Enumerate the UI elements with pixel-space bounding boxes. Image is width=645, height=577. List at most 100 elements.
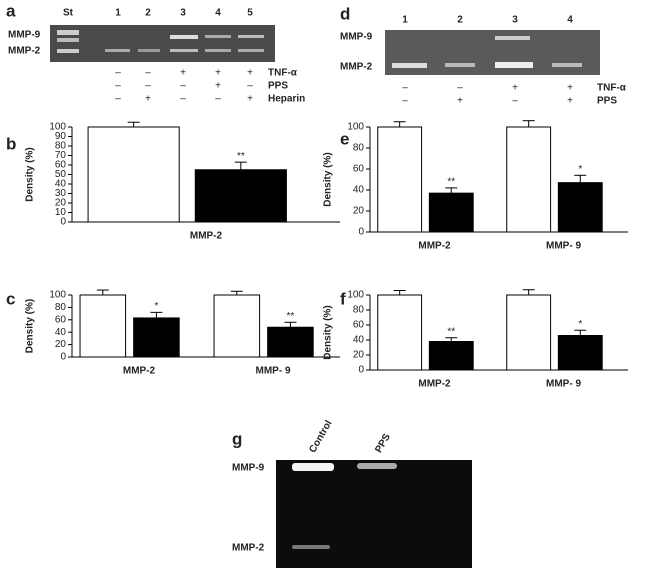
- treatment-sign: +: [457, 96, 463, 107]
- y-tick-label: 50: [55, 169, 67, 180]
- y-tick-label: 40: [353, 185, 365, 196]
- lane-label: 1: [402, 15, 408, 26]
- gel-image: [276, 460, 472, 568]
- treatment-sign: +: [180, 68, 186, 79]
- bar: [557, 182, 603, 233]
- y-tick-label: 40: [55, 179, 67, 190]
- band-label: MMP-9: [232, 463, 265, 474]
- y-tick-label: 40: [353, 335, 365, 346]
- y-axis-label: Density (%): [323, 152, 334, 206]
- lane-label: 3: [180, 8, 186, 19]
- y-tick-label: 70: [55, 150, 67, 161]
- treatment-sign: –: [247, 81, 253, 92]
- y-tick-label: 0: [358, 227, 364, 238]
- band-label: MMP-9: [8, 30, 41, 41]
- y-tick-label: 60: [353, 164, 365, 175]
- y-tick-label: 100: [49, 122, 66, 133]
- bar: [428, 341, 474, 371]
- y-tick-label: 40: [55, 327, 67, 338]
- y-tick-label: 60: [353, 320, 365, 331]
- y-tick-label: 60: [55, 160, 67, 171]
- significance: *: [578, 319, 582, 330]
- lane-label: 5: [247, 8, 253, 19]
- x-tick-label: MMP- 9: [546, 241, 581, 252]
- y-tick-label: 0: [60, 352, 66, 363]
- x-tick-label: MMP-2: [418, 379, 451, 390]
- treatment-name: PPS: [597, 96, 617, 107]
- band: [445, 63, 475, 67]
- bar: [557, 335, 603, 371]
- bar: [213, 294, 261, 358]
- significance: **: [447, 177, 455, 188]
- lane-label: 4: [215, 8, 221, 19]
- treatment-name: TNF-α: [597, 83, 627, 94]
- band: [57, 49, 79, 53]
- treatment-sign: +: [247, 68, 253, 79]
- bar: [377, 126, 423, 233]
- lane-label: 4: [567, 15, 573, 26]
- y-tick-label: 100: [49, 290, 66, 301]
- treatment-sign: –: [145, 68, 151, 79]
- y-axis-label: Density (%): [25, 147, 36, 201]
- bar: [87, 126, 180, 223]
- band: [57, 30, 79, 35]
- y-tick-label: 80: [55, 141, 67, 152]
- treatment-sign: –: [180, 81, 186, 92]
- band: [238, 49, 264, 52]
- significance: *: [154, 301, 158, 312]
- band: [170, 35, 198, 39]
- lane-label: 2: [145, 8, 151, 19]
- band: [138, 49, 160, 52]
- x-tick-label: MMP-2: [190, 231, 223, 242]
- treatment-sign: –: [115, 68, 121, 79]
- treatment-name: Heparin: [268, 94, 305, 105]
- bar: [79, 294, 127, 358]
- y-tick-label: 0: [60, 217, 66, 228]
- treatment-sign: –: [180, 94, 186, 105]
- significance: *: [578, 164, 582, 175]
- y-tick-label: 80: [353, 305, 365, 316]
- band: [495, 62, 533, 68]
- y-tick-label: 20: [353, 350, 365, 361]
- treatment-sign: +: [567, 83, 573, 94]
- bar: [428, 192, 474, 233]
- treatment-sign: –: [457, 83, 463, 94]
- treatment-sign: –: [145, 81, 151, 92]
- significance: **: [237, 151, 245, 162]
- panel-label: g: [232, 429, 242, 448]
- band: [357, 463, 397, 469]
- bar: [506, 126, 552, 233]
- y-tick-label: 20: [55, 339, 67, 350]
- y-tick-label: 80: [353, 143, 365, 154]
- y-tick-label: 80: [55, 302, 67, 313]
- panel-label: e: [340, 129, 349, 148]
- treatment-name: TNF-α: [268, 68, 298, 79]
- x-tick-label: MMP- 9: [546, 379, 581, 390]
- panel-label: a: [6, 1, 16, 20]
- lane-label: 1: [115, 8, 121, 19]
- lane-label: 3: [512, 15, 518, 26]
- panel-label: b: [6, 134, 16, 153]
- treatment-sign: –: [402, 83, 408, 94]
- band: [292, 463, 334, 471]
- treatment-name: PPS: [268, 81, 288, 92]
- y-tick-label: 20: [353, 206, 365, 217]
- treatment-sign: –: [115, 81, 121, 92]
- y-axis-label: Density (%): [25, 299, 36, 353]
- x-tick-label: MMP-2: [418, 241, 451, 252]
- band: [392, 63, 427, 68]
- panel-label: f: [340, 289, 346, 308]
- band: [495, 36, 530, 40]
- lane-label: St: [63, 8, 74, 19]
- band: [552, 63, 582, 67]
- band: [292, 545, 330, 549]
- y-tick-label: 10: [55, 207, 67, 218]
- treatment-sign: +: [215, 81, 221, 92]
- y-tick-label: 90: [55, 131, 67, 142]
- treatment-sign: –: [402, 96, 408, 107]
- y-tick-label: 30: [55, 188, 67, 199]
- treatment-sign: +: [512, 83, 518, 94]
- bar: [506, 294, 552, 371]
- treatment-sign: +: [567, 96, 573, 107]
